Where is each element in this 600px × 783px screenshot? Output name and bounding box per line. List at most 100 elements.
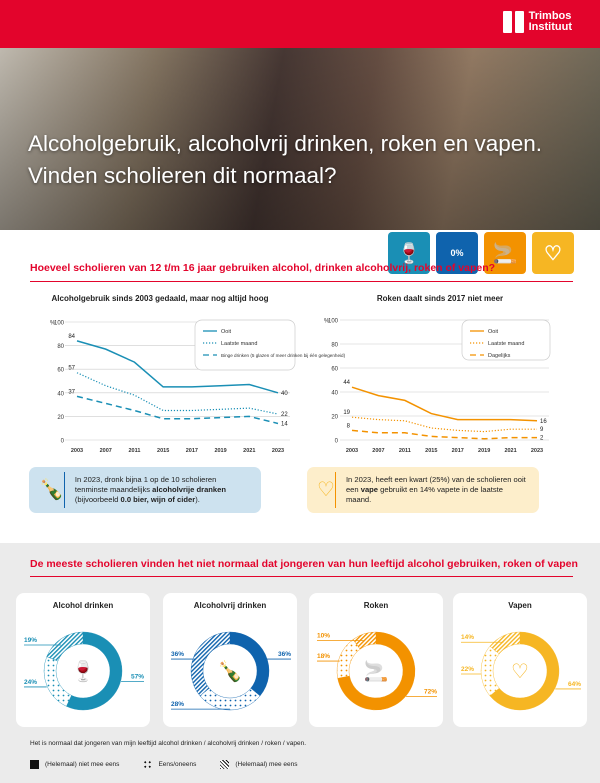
legend-label: Laatste maand xyxy=(221,341,257,347)
series-line-solid xyxy=(76,340,279,394)
y-tick-label: 0 xyxy=(335,439,339,445)
donut-title: Roken xyxy=(363,601,389,610)
x-tick-label: 2023 xyxy=(272,448,284,454)
data-label: 22 xyxy=(281,412,288,418)
x-tick-label: 2023 xyxy=(531,448,543,454)
wine-bottle-icon: 🍷 xyxy=(388,232,430,274)
legend-box xyxy=(461,319,551,361)
donut-chart: 36% 28% 36% 🍾 xyxy=(171,631,291,711)
donut-segment-neutral xyxy=(480,645,500,697)
donut-title: Vapen xyxy=(508,601,532,610)
donut-segment-disagree xyxy=(337,631,416,711)
x-tick-label: 2011 xyxy=(399,448,411,454)
x-tick-label: 2007 xyxy=(372,448,384,454)
legend-item: (Helemaal) mee eens xyxy=(220,760,298,769)
donut-title: Alcoholvrij drinken xyxy=(193,601,267,610)
section1-title: Hoeveel scholieren van 12 t/m 16 jaar ge… xyxy=(30,262,496,274)
chart-title-smoking: Roken daalt sinds 2017 niet meer xyxy=(376,294,504,303)
x-tick-label: 2003 xyxy=(346,448,358,454)
donut-segment-agree xyxy=(190,631,231,697)
vape-icon: ♡ xyxy=(511,661,529,683)
legend-label: Ooit xyxy=(488,329,499,335)
donut-card: Roken 72% 18% 10% 🚬 xyxy=(309,593,443,727)
x-tick-label: 2017 xyxy=(186,448,198,454)
data-label: 16 xyxy=(540,419,547,425)
donut-chart: 64% 22% 14% ♡ xyxy=(461,631,581,711)
x-tick-label: 2007 xyxy=(100,448,112,454)
topic-icons: 🍷 0% 🚬 ♡ xyxy=(388,232,574,274)
y-tick-label: 0 xyxy=(61,439,65,445)
header-bar: Trimbos Instituut xyxy=(0,0,600,48)
donut-value-label: 57% xyxy=(131,674,144,681)
x-tick-label: 2019 xyxy=(214,448,226,454)
vape-icon: ♡ xyxy=(532,232,574,274)
donut-legend: (Helemaal) niet mee eens Eens/oneens (He… xyxy=(30,760,298,769)
series-line-dashed xyxy=(76,395,279,425)
donut-value-label: 10% xyxy=(317,633,330,640)
data-label: 9 xyxy=(540,427,544,433)
logo-line2: Instituut xyxy=(528,21,572,33)
donut-card: Alcoholvrij drinken 36% 28% 36% 🍾 xyxy=(163,593,297,727)
data-label: 84 xyxy=(68,334,75,340)
x-tick-label: 2021 xyxy=(504,448,516,454)
y-tick-label: 60 xyxy=(331,367,338,373)
y-axis-label: % xyxy=(324,319,330,325)
x-tick-label: 2011 xyxy=(128,448,140,454)
donut-value-label: 19% xyxy=(24,637,37,644)
data-label: 19 xyxy=(343,410,350,416)
donut-value-label: 24% xyxy=(24,679,37,686)
cigarette-icon: 🚬 xyxy=(364,659,389,683)
y-axis-label: % xyxy=(50,321,56,327)
bottle-icon: 🍾 xyxy=(39,472,65,508)
legend-item: Eens/oneens xyxy=(143,760,196,769)
info-text: In 2023, dronk bijna 1 op de 10 scholier… xyxy=(74,475,227,504)
vape-icon: ♡ xyxy=(317,472,336,508)
donut-segment-neutral xyxy=(43,656,72,707)
zero-percent-bottle-icon: 0% xyxy=(436,232,478,274)
donut-value-label: 72% xyxy=(424,688,437,695)
legend-label: Dagelijks xyxy=(488,353,511,359)
x-tick-label: 2003 xyxy=(71,448,83,454)
x-tick-label: 2015 xyxy=(157,448,169,454)
trimbos-logo: Trimbos Instituut xyxy=(502,10,572,33)
chart-title-alcohol: Alcoholgebruik sinds 2003 gedaald, maar … xyxy=(51,294,269,303)
donut-chart: 72% 18% 10% 🚬 xyxy=(317,631,437,711)
data-label: 2 xyxy=(540,436,544,442)
donut-segment-agree xyxy=(489,631,521,655)
donut-value-label: 36% xyxy=(278,651,291,658)
donut-value-label: 22% xyxy=(461,666,474,673)
logo-line1: Trimbos xyxy=(528,10,572,22)
legend-item: (Helemaal) niet mee eens xyxy=(30,760,119,769)
wine-bottle-icon: 🍷 xyxy=(71,659,96,683)
section2-title: De meeste scholieren vinden het niet nor… xyxy=(30,558,578,570)
donut-card: Vapen 64% 22% 14% ♡ xyxy=(453,593,587,727)
data-label: 14 xyxy=(281,421,288,427)
donut-value-label: 36% xyxy=(171,651,184,658)
donut-segment-neutral xyxy=(199,687,261,711)
x-tick-label: 2021 xyxy=(243,448,255,454)
y-tick-label: 100 xyxy=(328,319,339,325)
series-line-dashed xyxy=(351,429,537,440)
info-text: In 2023, heeft een kwart (25%) van de sc… xyxy=(345,475,526,504)
y-tick-label: 40 xyxy=(57,391,64,397)
zero-percent-bottle-icon: 🍾 xyxy=(218,659,243,683)
y-tick-label: 40 xyxy=(331,391,338,397)
donut-card: Alcohol drinken 57% 24% 19% 🍷 xyxy=(16,593,150,727)
info-box-vape: ♡ In 2023, heeft een kwart (25%) van de … xyxy=(307,467,539,513)
chart-note: Het is normaal dat jongeren van mijn lee… xyxy=(30,740,307,747)
series-line-solid xyxy=(351,386,538,422)
data-label: 40 xyxy=(281,391,288,397)
y-tick-label: 80 xyxy=(331,343,338,349)
y-tick-label: 20 xyxy=(331,415,338,421)
x-tick-label: 2015 xyxy=(425,448,437,454)
legend-label: Ooit xyxy=(221,329,232,335)
cigarette-icon: 🚬 xyxy=(484,232,526,274)
donut-segment-neutral xyxy=(336,639,361,679)
divider xyxy=(30,281,573,282)
donut-chart: 57% 24% 19% 🍷 xyxy=(24,631,144,711)
data-label: 57 xyxy=(68,366,75,372)
series-line-dotted xyxy=(351,416,537,433)
legend-label: Laatste maand xyxy=(488,341,524,347)
x-tick-label: 2017 xyxy=(452,448,464,454)
